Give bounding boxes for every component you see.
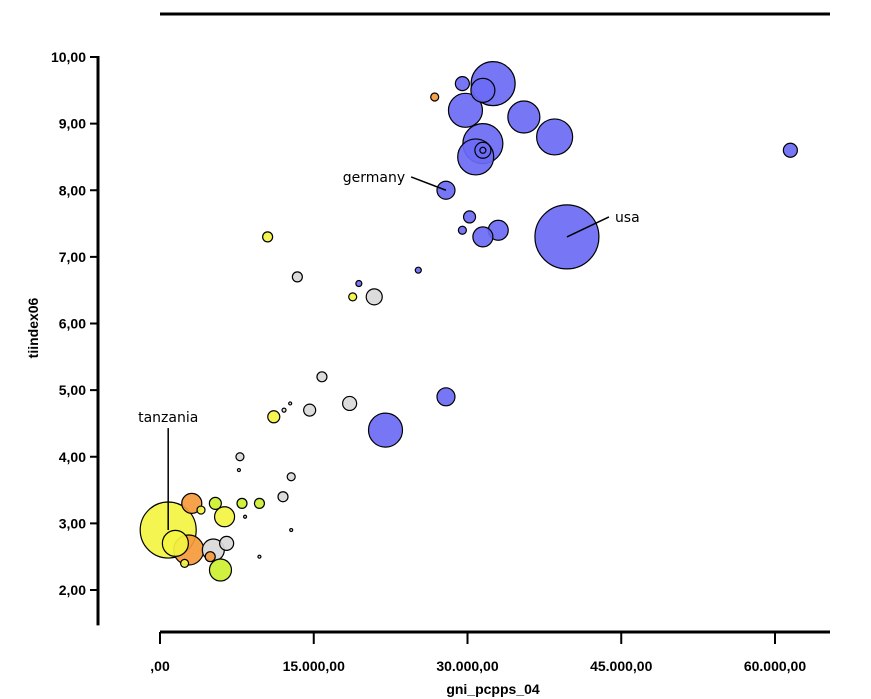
annotation-label-tanzania: tanzania bbox=[138, 410, 198, 426]
data-point bbox=[208, 496, 222, 510]
data-point bbox=[204, 551, 216, 563]
x-tick-label: 30.000,00 bbox=[436, 658, 498, 674]
data-point bbox=[355, 279, 363, 288]
data-point bbox=[219, 535, 235, 551]
data-point bbox=[235, 452, 245, 462]
y-tick-label: 4,00 bbox=[59, 449, 86, 465]
y-tick-label: 8,00 bbox=[59, 182, 86, 198]
data-point bbox=[414, 266, 422, 274]
data-point bbox=[534, 204, 600, 270]
y-tick-label: 2,00 bbox=[59, 582, 86, 598]
x-tick-label: 15.000,00 bbox=[283, 658, 345, 674]
annotations: germany usa tanzania bbox=[138, 170, 640, 531]
data-point bbox=[454, 76, 470, 92]
data-point bbox=[281, 407, 287, 413]
data-point bbox=[262, 231, 274, 243]
data-point bbox=[507, 100, 541, 134]
data-point bbox=[257, 554, 262, 559]
data-point bbox=[236, 467, 242, 473]
y-tick-label: 5,00 bbox=[59, 382, 86, 398]
y-axis: 2,00 3,00 4,00 5,00 6,00 7,00 8,00 9,00 10,00 bbox=[51, 49, 100, 626]
x-tick-label: 60.000,00 bbox=[744, 658, 806, 674]
data-point bbox=[242, 514, 248, 519]
y-tick-label: 3,00 bbox=[59, 515, 86, 531]
x-axis-title: gni_pcpps_04 bbox=[446, 681, 540, 697]
data-point bbox=[236, 497, 248, 509]
data-point bbox=[479, 146, 487, 154]
data-point bbox=[286, 472, 296, 482]
data-point bbox=[342, 395, 358, 412]
data-point bbox=[213, 506, 236, 528]
annotation-leader-germany bbox=[410, 176, 447, 191]
data-point bbox=[436, 387, 456, 407]
data-point bbox=[291, 271, 303, 283]
data-point bbox=[161, 529, 189, 557]
annotation-label-germany: germany bbox=[343, 170, 405, 186]
y-tick-label: 9,00 bbox=[59, 116, 86, 132]
data-points bbox=[139, 61, 798, 582]
y-tick-label: 7,00 bbox=[59, 249, 86, 265]
data-point bbox=[367, 412, 404, 448]
x-tick-label: 45.000,00 bbox=[590, 658, 652, 674]
data-point bbox=[196, 505, 206, 515]
data-point bbox=[430, 92, 440, 102]
y-tick-label: 10,00 bbox=[51, 49, 86, 65]
data-point bbox=[365, 288, 383, 306]
data-point bbox=[267, 410, 281, 424]
data-point bbox=[782, 142, 798, 158]
x-axis: ,00 15.000,00 30.000,00 45.000,00 60.000,00 bbox=[150, 630, 830, 674]
x-tick-label: ,00 bbox=[150, 658, 170, 674]
data-point bbox=[289, 527, 294, 533]
data-point bbox=[462, 210, 477, 224]
data-point bbox=[208, 558, 233, 582]
data-point bbox=[277, 491, 289, 503]
data-point bbox=[447, 92, 484, 128]
annotation-leader-usa bbox=[566, 216, 610, 238]
data-point bbox=[288, 401, 293, 406]
data-point bbox=[457, 225, 467, 235]
data-point bbox=[470, 77, 496, 103]
y-tick-label: 6,00 bbox=[59, 316, 86, 332]
data-point bbox=[472, 226, 494, 248]
data-point bbox=[348, 292, 358, 302]
annotation-label-usa: usa bbox=[615, 210, 640, 226]
y-axis-title: tiindex06 bbox=[25, 297, 41, 358]
data-point bbox=[536, 118, 574, 156]
data-point bbox=[303, 403, 317, 417]
data-point bbox=[316, 371, 328, 383]
data-point bbox=[180, 558, 190, 568]
data-point bbox=[253, 497, 266, 509]
